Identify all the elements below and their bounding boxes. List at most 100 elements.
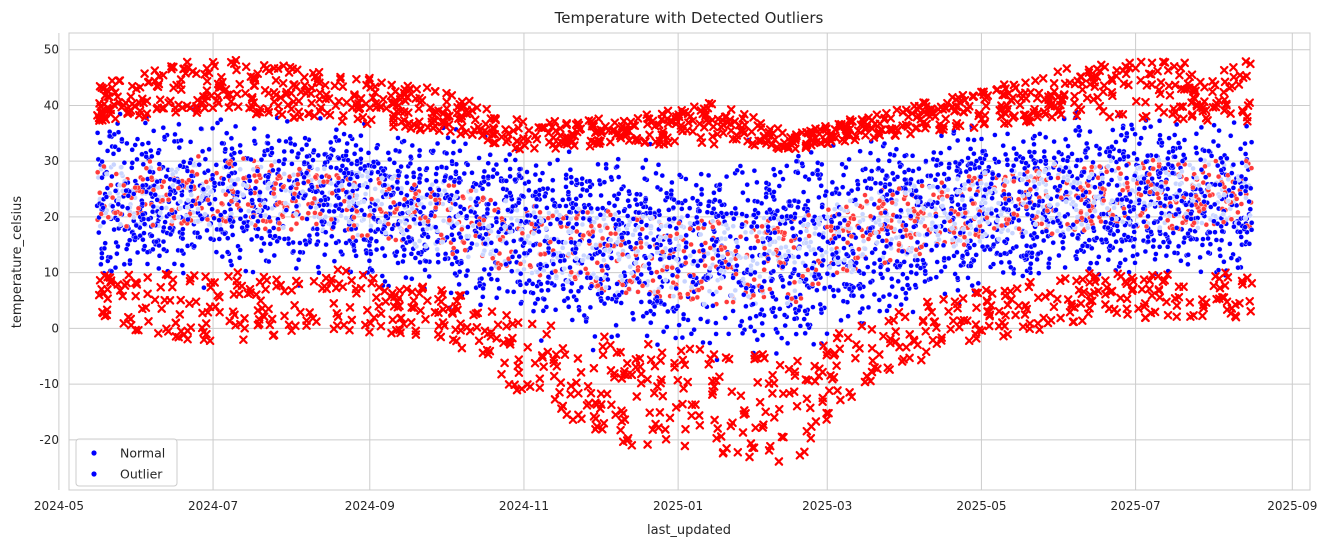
normal-point [1150,243,1156,250]
normal-point [1086,174,1093,181]
normal-point [900,271,906,277]
normal-point [596,177,603,184]
normal-point [346,181,352,188]
normal-point [292,141,298,148]
normal-point [968,263,974,269]
normal-point [749,253,755,260]
normal-point [331,208,337,215]
normal-point [675,268,681,274]
normal-point [1197,254,1203,261]
normal-point [580,215,586,222]
normal-point [897,228,903,234]
normal-point [1142,248,1149,255]
normal-point [462,141,469,147]
normal-point [810,304,816,310]
normal-point [1136,140,1143,147]
normal-point [1058,195,1064,201]
normal-point [417,259,423,265]
normal-point [251,125,257,132]
normal-point [468,208,474,215]
normal-point [104,171,110,177]
normal-point [922,268,928,274]
normal-point [395,260,401,266]
normal-point [786,198,793,205]
normal-point [209,206,215,212]
normal-point [538,281,544,287]
normal-point [537,177,543,183]
normal-point [512,248,519,255]
normal-point [281,148,287,155]
normal-point [1020,273,1026,279]
normal-point [1074,214,1081,220]
normal-point [1029,250,1035,256]
normal-point [1024,211,1031,218]
normal-point [450,251,456,257]
normal-point [673,225,679,232]
normal-point [766,187,772,193]
normal-point [229,145,235,152]
normal-point [286,240,292,247]
normal-point [1100,197,1107,204]
normal-point [669,272,676,278]
normal-point [1190,165,1196,172]
normal-point [1232,179,1238,186]
normal-point [1132,131,1138,137]
normal-point [1207,192,1213,199]
normal-point [795,170,801,176]
normal-point [1102,219,1109,225]
normal-point [1183,176,1190,182]
normal-point [757,273,763,280]
normal-point [1001,205,1007,212]
normal-point [587,192,593,198]
normal-point [797,236,803,243]
normal-point [962,181,968,188]
normal-point [1046,202,1053,208]
normal-point [713,331,719,337]
normal-point [919,183,925,189]
normal-point [1177,144,1183,151]
normal-point [903,227,909,233]
normal-point [448,290,454,296]
normal-point [863,255,869,262]
normal-point [1131,150,1137,157]
normal-point [839,161,845,167]
normal-point [995,200,1002,206]
normal-point [872,180,879,186]
normal-point [822,192,828,199]
normal-point [1037,131,1043,137]
normal-point [865,264,871,270]
normal-point [249,197,255,203]
normal-point [552,268,559,274]
normal-point [1122,257,1128,263]
normal-point [1023,243,1030,249]
normal-point [1237,190,1244,197]
normal-point [503,261,509,267]
normal-point [97,139,103,146]
normal-point [945,187,951,193]
normal-point [720,253,726,260]
normal-point [149,208,156,215]
normal-point [1059,239,1066,245]
normal-point [353,253,359,259]
normal-point [1197,156,1204,163]
normal-point [608,255,615,261]
normal-point [922,223,928,229]
normal-point [967,231,973,237]
normal-point [876,217,882,223]
normal-point [996,236,1002,242]
normal-point [616,256,622,263]
normal-point [1195,225,1201,231]
normal-point [579,175,585,182]
normal-point [673,285,679,292]
normal-point [882,209,888,216]
normal-point [1119,238,1126,245]
normal-point [205,167,211,174]
normal-point [162,219,168,225]
normal-point [178,247,185,254]
normal-point [358,132,364,139]
normal-point [1218,237,1225,244]
normal-point [529,270,535,276]
normal-point [1217,253,1224,259]
normal-point [690,279,696,285]
normal-point [674,273,680,280]
